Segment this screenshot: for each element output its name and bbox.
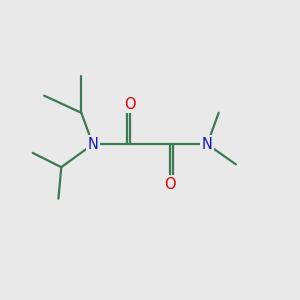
Text: O: O bbox=[124, 97, 136, 112]
Text: O: O bbox=[164, 177, 176, 192]
Text: N: N bbox=[202, 137, 213, 152]
Text: N: N bbox=[87, 137, 98, 152]
